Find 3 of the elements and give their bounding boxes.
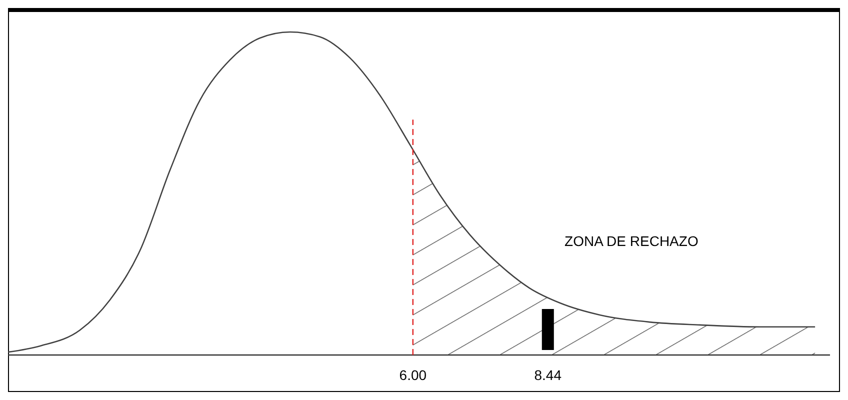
x-tick-label: 8.44 bbox=[534, 367, 562, 383]
x-tick-label: 6.00 bbox=[399, 367, 427, 383]
band-label: ZONA DE RECHAZO bbox=[564, 233, 698, 249]
